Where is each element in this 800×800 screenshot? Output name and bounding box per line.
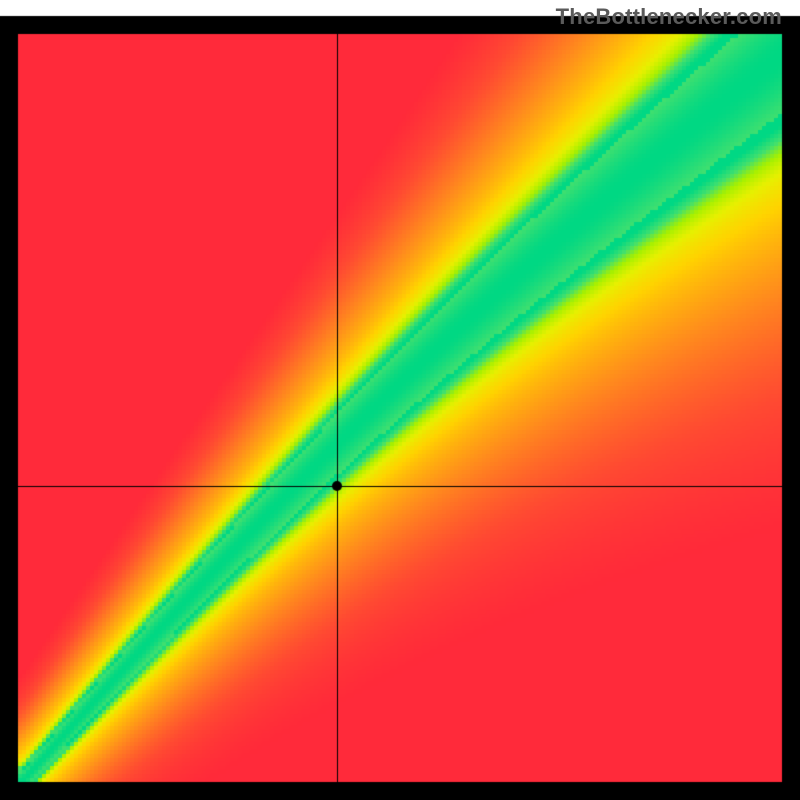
heatmap-canvas xyxy=(0,0,800,800)
watermark-text: TheBottlenecker.com xyxy=(556,4,782,30)
root: TheBottlenecker.com xyxy=(0,0,800,800)
